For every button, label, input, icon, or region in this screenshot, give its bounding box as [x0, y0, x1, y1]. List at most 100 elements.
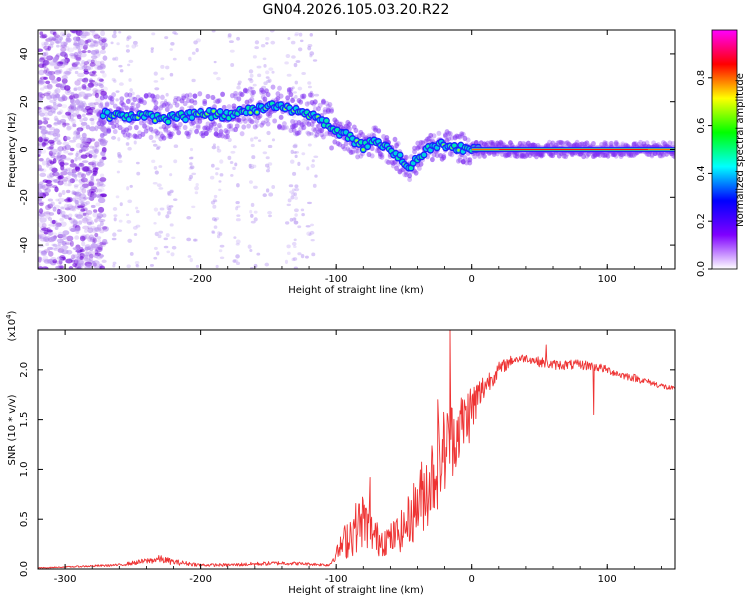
noise-blob	[255, 123, 259, 128]
noise-blob	[103, 42, 108, 48]
halo-blob	[311, 126, 317, 132]
noise-blob	[39, 172, 47, 178]
noise-blob	[189, 257, 193, 263]
noise-blob	[61, 249, 69, 255]
noise-blob	[74, 54, 82, 61]
noise-blob	[165, 92, 169, 97]
noise-blob	[89, 195, 95, 201]
noise-blob	[263, 81, 268, 86]
halo-blob	[233, 90, 239, 97]
noise-blob	[69, 147, 75, 152]
noise-blob	[77, 51, 82, 57]
noise-blob	[116, 170, 120, 174]
noise-blob	[52, 243, 58, 248]
noise-blob	[227, 155, 232, 161]
noise-blob	[186, 216, 192, 220]
noise-blob	[82, 207, 88, 212]
noise-blob	[149, 263, 154, 267]
colorbar-frame	[711, 29, 738, 270]
noise-blob	[126, 35, 132, 40]
halo-blob	[112, 103, 118, 109]
noise-blob	[89, 236, 96, 242]
halo-blob	[394, 165, 400, 171]
noise-blob	[61, 176, 69, 182]
ridge-core	[189, 115, 195, 120]
halo-blob	[114, 118, 120, 124]
noise-blob	[81, 101, 86, 106]
noise-blob	[92, 145, 98, 151]
noise-blob	[267, 210, 273, 215]
halo-blob	[403, 154, 409, 161]
noise-blob	[298, 32, 303, 37]
noise-blob	[57, 103, 63, 108]
noise-blob	[47, 203, 53, 209]
halo-blob	[207, 127, 212, 133]
noise-blob	[76, 131, 80, 135]
snr-x-tick-label: -100	[325, 574, 348, 585]
halo-blob	[103, 94, 108, 100]
halo-blob	[672, 153, 675, 160]
noise-blob	[67, 96, 73, 100]
halo-blob	[153, 128, 159, 134]
halo-blob	[242, 88, 248, 94]
noise-blob	[294, 196, 298, 200]
noise-blob	[42, 118, 47, 125]
noise-blob	[69, 257, 77, 261]
noise-blob	[97, 239, 102, 243]
halo-blob	[234, 123, 240, 129]
noise-blob	[268, 67, 274, 71]
noise-blob	[247, 244, 252, 249]
noise-blob	[85, 124, 91, 130]
noise-blob	[71, 65, 79, 70]
noise-blob	[84, 65, 92, 71]
noise-blob	[53, 204, 61, 209]
noise-blob	[62, 121, 67, 128]
noise-blob	[73, 93, 80, 99]
noise-blob	[73, 87, 78, 92]
noise-blob	[151, 159, 156, 164]
noise-blob	[191, 78, 196, 83]
noise-blob	[57, 152, 61, 156]
noise-blob	[59, 44, 67, 49]
halo-blob	[228, 126, 234, 132]
noise-blob	[93, 226, 100, 233]
noise-blob	[293, 220, 299, 225]
noise-blob	[210, 200, 216, 205]
noise-blob	[250, 202, 255, 208]
noise-blob	[85, 170, 91, 176]
noise-blob	[74, 157, 78, 162]
halo-blob	[415, 140, 421, 146]
noise-blob	[56, 102, 62, 107]
noise-blob	[38, 125, 42, 129]
noise-blob	[294, 220, 299, 224]
noise-blob	[236, 214, 241, 217]
noise-blob	[46, 55, 52, 59]
halo-blob	[298, 126, 304, 132]
noise-blob	[297, 161, 301, 167]
noise-blob	[193, 238, 197, 242]
noise-blob	[61, 94, 66, 100]
halo-blob	[547, 139, 552, 145]
noise-blob	[96, 161, 105, 167]
noise-blob	[39, 125, 47, 131]
noise-blob	[74, 130, 78, 135]
noise-blob	[67, 113, 72, 120]
noise-blob	[95, 144, 100, 148]
noise-blob	[57, 231, 63, 236]
noise-blob	[195, 38, 201, 43]
noise-blob	[113, 214, 118, 218]
noise-blob	[45, 213, 51, 219]
halo-blob	[447, 131, 453, 137]
noise-blob	[97, 244, 103, 251]
noise-blob	[213, 99, 217, 103]
noise-blob	[227, 137, 232, 143]
noise-blob	[97, 181, 104, 187]
noise-blob	[52, 223, 56, 228]
noise-blob	[38, 256, 43, 261]
noise-blob	[57, 175, 62, 180]
halo-blob	[132, 96, 138, 103]
noise-blob	[54, 37, 58, 42]
noise-blob	[65, 111, 72, 116]
noise-blob	[91, 260, 96, 265]
halo-blob	[164, 106, 170, 113]
